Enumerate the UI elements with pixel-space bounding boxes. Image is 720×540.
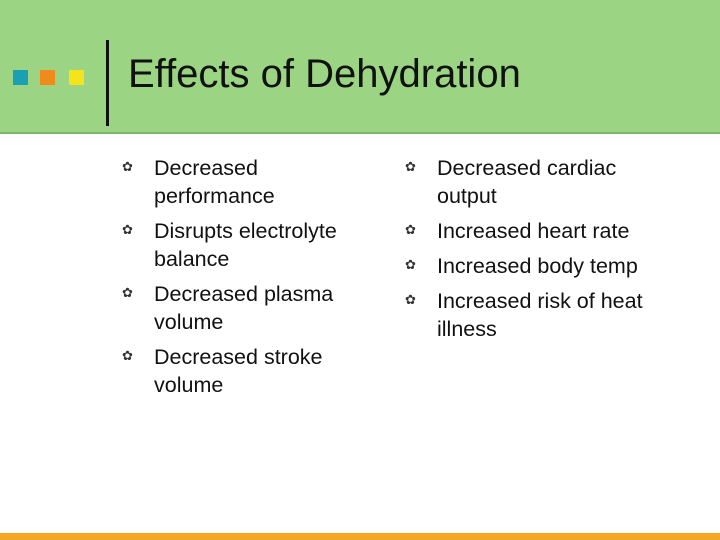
list-item: ✿ Increased body temp [405,252,680,280]
right-bullet-list: ✿ Decreased cardiac output ✿ Increased hea… [405,154,680,350]
flower-bullet-icon: ✿ [122,285,133,300]
slide-title: Effects of Dehydration [128,52,521,96]
title-banner: Effects of Dehydration [0,0,720,134]
list-item: ✿ Disrupts electrolyte balance [122,217,362,273]
list-item-text: Increased risk of heat illness [437,289,643,341]
flower-bullet-icon: ✿ [122,159,133,174]
list-item-text: Decreased plasma volume [154,282,334,334]
left-bullet-list: ✿ Decreased performance ✿ Disrupts electro… [122,154,362,406]
teal-square-icon [13,70,28,85]
flower-bullet-icon: ✿ [405,292,416,307]
list-item-text: Decreased cardiac output [437,156,617,208]
flower-bullet-icon: ✿ [122,348,133,363]
list-item-text: Decreased stroke volume [154,345,323,397]
list-item: ✿ Increased heart rate [405,217,680,245]
list-item-text: Disrupts electrolyte balance [154,219,337,271]
yellow-square-icon [69,70,84,85]
list-item-text: Increased body temp [437,254,638,278]
list-item: ✿ Increased risk of heat illness [405,287,680,343]
flower-bullet-icon: ✿ [122,222,133,237]
list-item: ✿ Decreased plasma volume [122,280,362,336]
flower-bullet-icon: ✿ [405,159,416,174]
flower-bullet-icon: ✿ [405,257,416,272]
list-item: ✿ Decreased performance [122,154,362,210]
list-item-text: Decreased performance [154,156,275,208]
list-item: ✿ Decreased stroke volume [122,343,362,399]
title-divider [106,40,109,126]
list-item-text: Increased heart rate [437,219,630,243]
orange-square-icon [40,70,55,85]
list-item: ✿ Decreased cardiac output [405,154,680,210]
flower-bullet-icon: ✿ [405,222,416,237]
footer-bar [0,533,720,540]
